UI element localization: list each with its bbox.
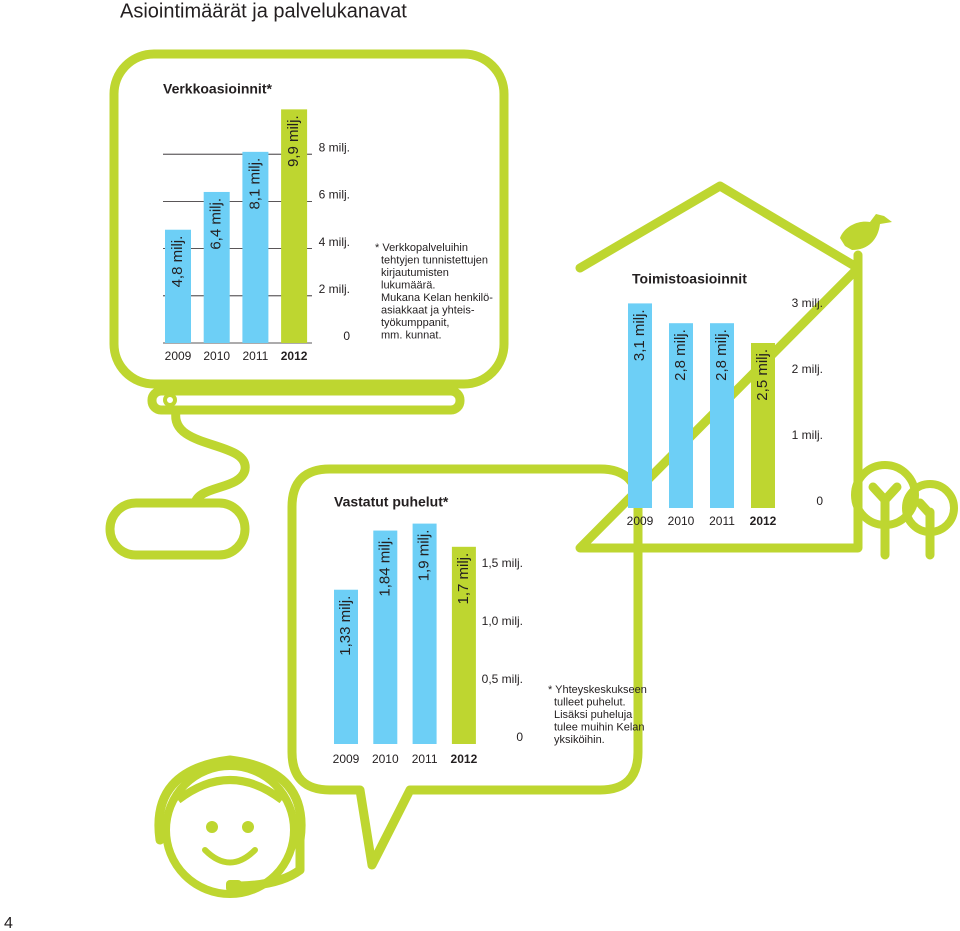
footnote: kirjautumisten [381,267,449,279]
value-label: 1,33 milj. [337,596,354,656]
value-label: 6,4 milj. [208,198,225,250]
y-tick-label: 1,5 milj. [482,556,523,570]
footnote: tehtyjen tunnistettujen [381,254,488,266]
y-tick-label: 3 milj. [792,296,823,310]
x-tick-label: 2009 [165,349,192,363]
bar [669,323,693,508]
value-label: 2,8 milj. [672,329,689,381]
y-tick-label: 0 [343,329,350,343]
footnote: Mukana Kelan henkilö- [381,292,493,304]
value-label: 8,1 milj. [246,158,263,210]
y-tick-label: 8 milj. [319,140,350,154]
chart-title: Toimistoasioinnit [632,271,747,287]
value-label: 1,7 milj. [455,553,472,605]
mouse [105,498,250,560]
y-tick-label: 1,0 milj. [482,614,523,628]
x-tick-label: 2012 [750,514,777,528]
eye [206,821,218,833]
footnote: tulee muihin Kelan [554,721,645,733]
x-tick-label: 2012 [281,349,308,363]
chart-title: Verkkoasioinnit* [163,81,272,97]
value-label: 4,8 milj. [169,236,186,288]
y-tick-label: 1 milj. [792,428,823,442]
y-tick-label: 0 [516,730,523,744]
bar [281,109,308,343]
value-label: 3,1 milj. [631,309,648,361]
bird [840,214,892,250]
bar [334,589,358,744]
bar [165,229,191,343]
tree-trunk [868,482,902,560]
page-title: Asiointimäärät ja palvelukanavat [120,0,407,22]
footnote: asiakkaat ja yhteis- [381,304,475,316]
x-tick-label: 2010 [668,514,695,528]
bar [628,303,652,508]
y-tick-label: 2 milj. [319,282,350,296]
bar [412,523,437,744]
x-tick-label: 2011 [709,514,735,528]
chart-title: Vastatut puhelut* [334,494,449,510]
y-tick-label: 6 milj. [319,188,350,202]
bar [373,530,398,744]
mouse-cable [171,407,250,508]
footnote: mm. kunnat. [381,329,442,341]
x-tick-label: 2010 [372,752,399,766]
x-tick-label: 2012 [451,752,478,766]
eye [242,821,254,833]
bar [710,323,734,508]
face [162,762,298,898]
x-tick-label: 2011 [242,349,268,363]
footnote: työkumppanit, [381,317,449,329]
microphone [226,880,242,892]
value-label: 1,84 milj. [376,537,393,597]
y-tick-label: 2 milj. [792,362,823,376]
monitor-outline [109,49,509,389]
value-label: 2,8 milj. [713,329,730,381]
x-tick-label: 2009 [333,752,360,766]
hair [175,776,285,804]
y-tick-label: 0 [816,494,823,508]
footnote: Lisäksi puheluja [554,709,633,721]
x-tick-label: 2010 [203,349,230,363]
footnote: * Yhteyskeskukseen [548,684,647,696]
power-button [163,393,177,407]
footnote: yksiköihin. [554,734,605,746]
bar [451,546,476,744]
x-tick-label: 2011 [412,752,438,766]
y-tick-label: 0,5 milj. [482,672,523,686]
value-label: 9,9 milj. [285,115,302,167]
footnote: tulleet puhelut. [554,696,626,708]
headset [154,755,306,891]
footnote: * Verkkopalveluihin [375,242,468,254]
bar [242,151,269,343]
page-number: 4 [4,915,13,931]
value-label: 2,5 milj. [754,349,771,401]
bar [203,191,230,343]
smile [202,847,258,866]
tree-trunk [915,498,935,560]
bar [751,343,775,508]
x-tick-label: 2009 [627,514,654,528]
value-label: 1,9 milj. [416,530,433,582]
footnote: lukumäärä. [381,279,435,291]
monitor-base [147,386,465,415]
y-tick-label: 4 milj. [319,235,350,249]
